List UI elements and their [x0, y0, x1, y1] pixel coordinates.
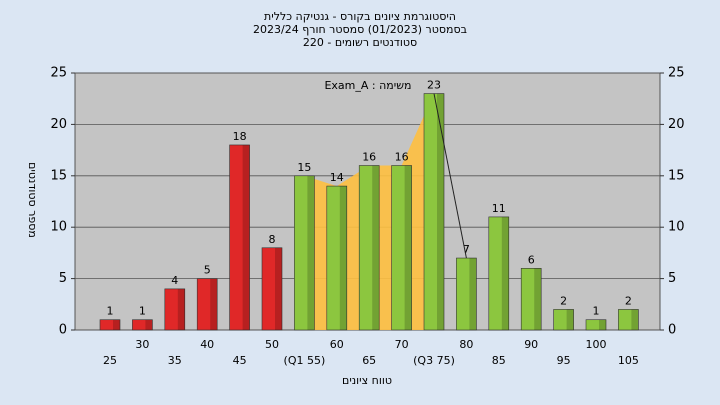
chart-title: היסטוגרמת ציונים בקורס - גנטיקה כללית: [264, 10, 456, 23]
bar-shade: [631, 309, 639, 330]
bar-shade: [177, 288, 185, 330]
x-tick-label: 85: [492, 354, 506, 367]
y-axis-label: מספר סטודנטים: [26, 162, 39, 238]
value-label: 16: [362, 151, 376, 164]
x-tick-label: 65: [362, 354, 376, 367]
x-tick-label: 90: [524, 338, 538, 351]
x-tick-label: (Q3 75): [413, 354, 455, 367]
x-tick-label: 105: [618, 354, 639, 367]
value-label: 4: [171, 274, 178, 287]
chart-title: בסמסטר (01/2023) סמסטר חורף 2023/24: [253, 23, 467, 36]
value-label: 6: [528, 253, 535, 266]
y2-tick-label: 20: [668, 117, 685, 132]
bar: [132, 319, 153, 331]
bar: [99, 319, 121, 331]
bar-shade: [469, 258, 477, 330]
value-label: 2: [560, 294, 567, 307]
bar-shade: [404, 165, 412, 330]
y-tick-label: 5: [59, 271, 67, 286]
y2-tick-label: 5: [668, 271, 676, 286]
bar: [326, 185, 348, 331]
bar: [164, 288, 186, 331]
value-label: 1: [593, 305, 600, 318]
bar: [261, 247, 283, 331]
bar-shade: [242, 144, 250, 330]
chart-title: סטודנטים רשומים - 220: [303, 36, 417, 49]
bar-shade: [275, 247, 282, 330]
bar-shade: [113, 319, 120, 330]
bar-shade: [599, 319, 606, 330]
bar-shade: [501, 216, 509, 330]
x-tick-label: 70: [395, 338, 409, 351]
bar: [229, 144, 250, 331]
bar-shade: [566, 309, 574, 330]
value-label: 5: [204, 264, 211, 277]
x-tick-label: 50: [265, 338, 279, 351]
y-tick-label: 0: [59, 323, 67, 338]
bar: [358, 165, 380, 331]
value-label: 15: [297, 161, 311, 174]
x-tick-label: (Q1 55): [284, 354, 326, 367]
x-tick-label: 95: [557, 354, 571, 367]
bar: [196, 278, 218, 331]
y-tick-label: 25: [50, 66, 67, 81]
value-label: 16: [395, 151, 409, 164]
x-tick-label: 100: [586, 338, 607, 351]
x-axis-label: טווח ציונים: [342, 374, 392, 387]
bar-shade: [307, 175, 315, 330]
x-tick-label: 25: [103, 354, 117, 367]
value-label: 1: [139, 305, 146, 318]
q3-line: [433, 93, 467, 259]
value-label: 23: [427, 79, 441, 92]
bar: [553, 309, 574, 331]
value-label: 1: [107, 305, 114, 318]
x-tick-label: 80: [459, 338, 473, 351]
y2-tick-label: 0: [668, 323, 676, 338]
bar: [520, 268, 542, 331]
value-label: 18: [233, 130, 247, 143]
bar-shade: [210, 278, 218, 330]
value-label: 8: [269, 233, 276, 246]
y-tick-label: 10: [50, 220, 67, 235]
x-tick-label: 35: [168, 354, 182, 367]
x-tick-label: 30: [135, 338, 149, 351]
x-tick-label: 40: [200, 338, 214, 351]
x-tick-label: 45: [233, 354, 247, 367]
y-tick-label: 15: [50, 168, 67, 183]
x-tick-label: 60: [330, 338, 344, 351]
annotation: משימה : Exam_A: [324, 79, 411, 92]
y-tick-label: 20: [50, 117, 67, 132]
y2-tick-label: 15: [668, 168, 685, 183]
bar: [488, 216, 510, 331]
value-label: 7: [463, 243, 470, 256]
bar-shade: [339, 186, 347, 330]
bar-shade: [372, 165, 380, 330]
value-label: 14: [330, 171, 344, 184]
bar-shade: [534, 268, 542, 330]
value-label: 2: [625, 294, 632, 307]
bar: [618, 309, 639, 331]
bar: [391, 165, 412, 331]
value-label: 11: [492, 202, 506, 215]
bar-shade: [145, 319, 153, 330]
bar-shade: [437, 93, 444, 330]
bar: [585, 319, 607, 331]
bar: [294, 175, 315, 331]
y2-tick-label: 25: [668, 66, 685, 81]
y2-tick-label: 10: [668, 220, 685, 235]
